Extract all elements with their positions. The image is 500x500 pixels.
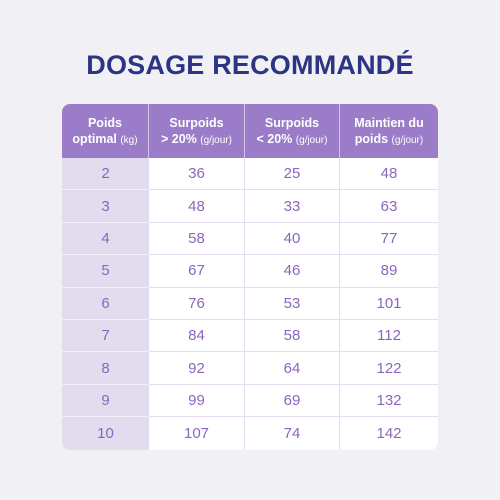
table-row: 7 84 58 112 — [62, 319, 438, 353]
table-row: 9 99 69 132 — [62, 384, 438, 418]
dosage-cell: 89 — [340, 255, 438, 288]
dosage-cell: 76 — [149, 287, 245, 320]
header-line2: < 20% — [256, 132, 296, 146]
header-line2: > 20% — [161, 132, 201, 146]
table-row: 6 76 53 101 — [62, 287, 438, 320]
dosage-cell: 69 — [245, 384, 340, 418]
table-row: 4 58 40 77 — [62, 222, 438, 256]
header-line1: Surpoids — [169, 115, 224, 130]
dosage-cell: 64 — [245, 352, 340, 385]
dosage-cell: 40 — [245, 222, 340, 256]
table-row: 2 36 25 48 — [62, 158, 438, 191]
header-cell-maintien-du-poids: Maintien du poids (g/jour) — [340, 104, 438, 158]
dosage-cell: 112 — [340, 320, 438, 353]
dosage-cell: 74 — [245, 417, 340, 450]
header-line1: Maintien du — [354, 115, 424, 130]
dosage-cell: 58 — [245, 319, 340, 353]
header-cell-poids-optimal: Poids optimal (kg) — [62, 104, 149, 158]
weight-cell: 10 — [62, 417, 149, 450]
header-unit: (kg) — [120, 135, 138, 146]
dosage-cell: 77 — [340, 223, 438, 256]
dosage-cell: 132 — [340, 385, 438, 418]
table-row: 5 67 46 89 — [62, 255, 438, 288]
header-cell-surpoids-plus-20: Surpoids > 20% (g/jour) — [149, 104, 245, 158]
dosage-cell: 107 — [149, 417, 245, 450]
dosage-cell: 122 — [340, 352, 438, 385]
header-unit: (g/jour) — [391, 135, 424, 146]
dosage-cell: 48 — [340, 158, 438, 191]
dosage-cell: 63 — [340, 190, 438, 223]
table-body: 2 36 25 48 3 48 33 63 4 58 40 77 5 67 46 89 6 76 53 101 7 84 5… — [62, 158, 438, 450]
dosage-cell: 25 — [245, 158, 340, 191]
page-title: DOSAGE RECOMMANDÉ — [86, 50, 414, 80]
dosage-cell: 36 — [149, 158, 245, 191]
weight-cell: 9 — [62, 384, 149, 418]
weight-cell: 5 — [62, 255, 149, 288]
table-header: Poids optimal (kg) Surpoids > 20% (g/jou… — [62, 104, 438, 158]
weight-cell: 7 — [62, 319, 149, 353]
header-line1: Poids — [87, 115, 123, 130]
table-row: 10 107 74 142 — [62, 417, 438, 450]
header-cell-surpoids-moins-20: Surpoids < 20% (g/jour) — [245, 104, 340, 158]
dosage-cell: 48 — [149, 190, 245, 223]
header-line2: optimal — [72, 132, 121, 146]
table-row: 3 48 33 63 — [62, 190, 438, 223]
header-line1: Surpoids — [264, 115, 320, 130]
weight-cell: 3 — [62, 190, 149, 223]
dosage-cell: 101 — [340, 288, 438, 320]
dosage-cell: 46 — [245, 255, 340, 288]
table-row: 8 92 64 122 — [62, 352, 438, 385]
dosage-cell: 99 — [149, 384, 245, 418]
header-unit: (g/jour) — [200, 135, 232, 146]
dosage-cell: 53 — [245, 287, 340, 320]
dosage-cell: 33 — [245, 190, 340, 223]
dosage-table: Poids optimal (kg) Surpoids > 20% (g/jou… — [62, 104, 438, 450]
weight-cell: 2 — [62, 158, 149, 191]
dosage-cell: 142 — [376, 424, 402, 442]
dosage-cell: 92 — [149, 352, 245, 385]
dosage-cell: 84 — [149, 319, 245, 353]
dosage-cell: 58 — [149, 222, 245, 256]
dosage-cell: 67 — [149, 255, 245, 288]
weight-cell: 6 — [62, 287, 149, 320]
weight-cell: 4 — [62, 222, 149, 256]
weight-cell: 8 — [62, 352, 149, 385]
header-line2: poids — [354, 132, 392, 146]
header-unit: (g/jour) — [295, 135, 328, 146]
